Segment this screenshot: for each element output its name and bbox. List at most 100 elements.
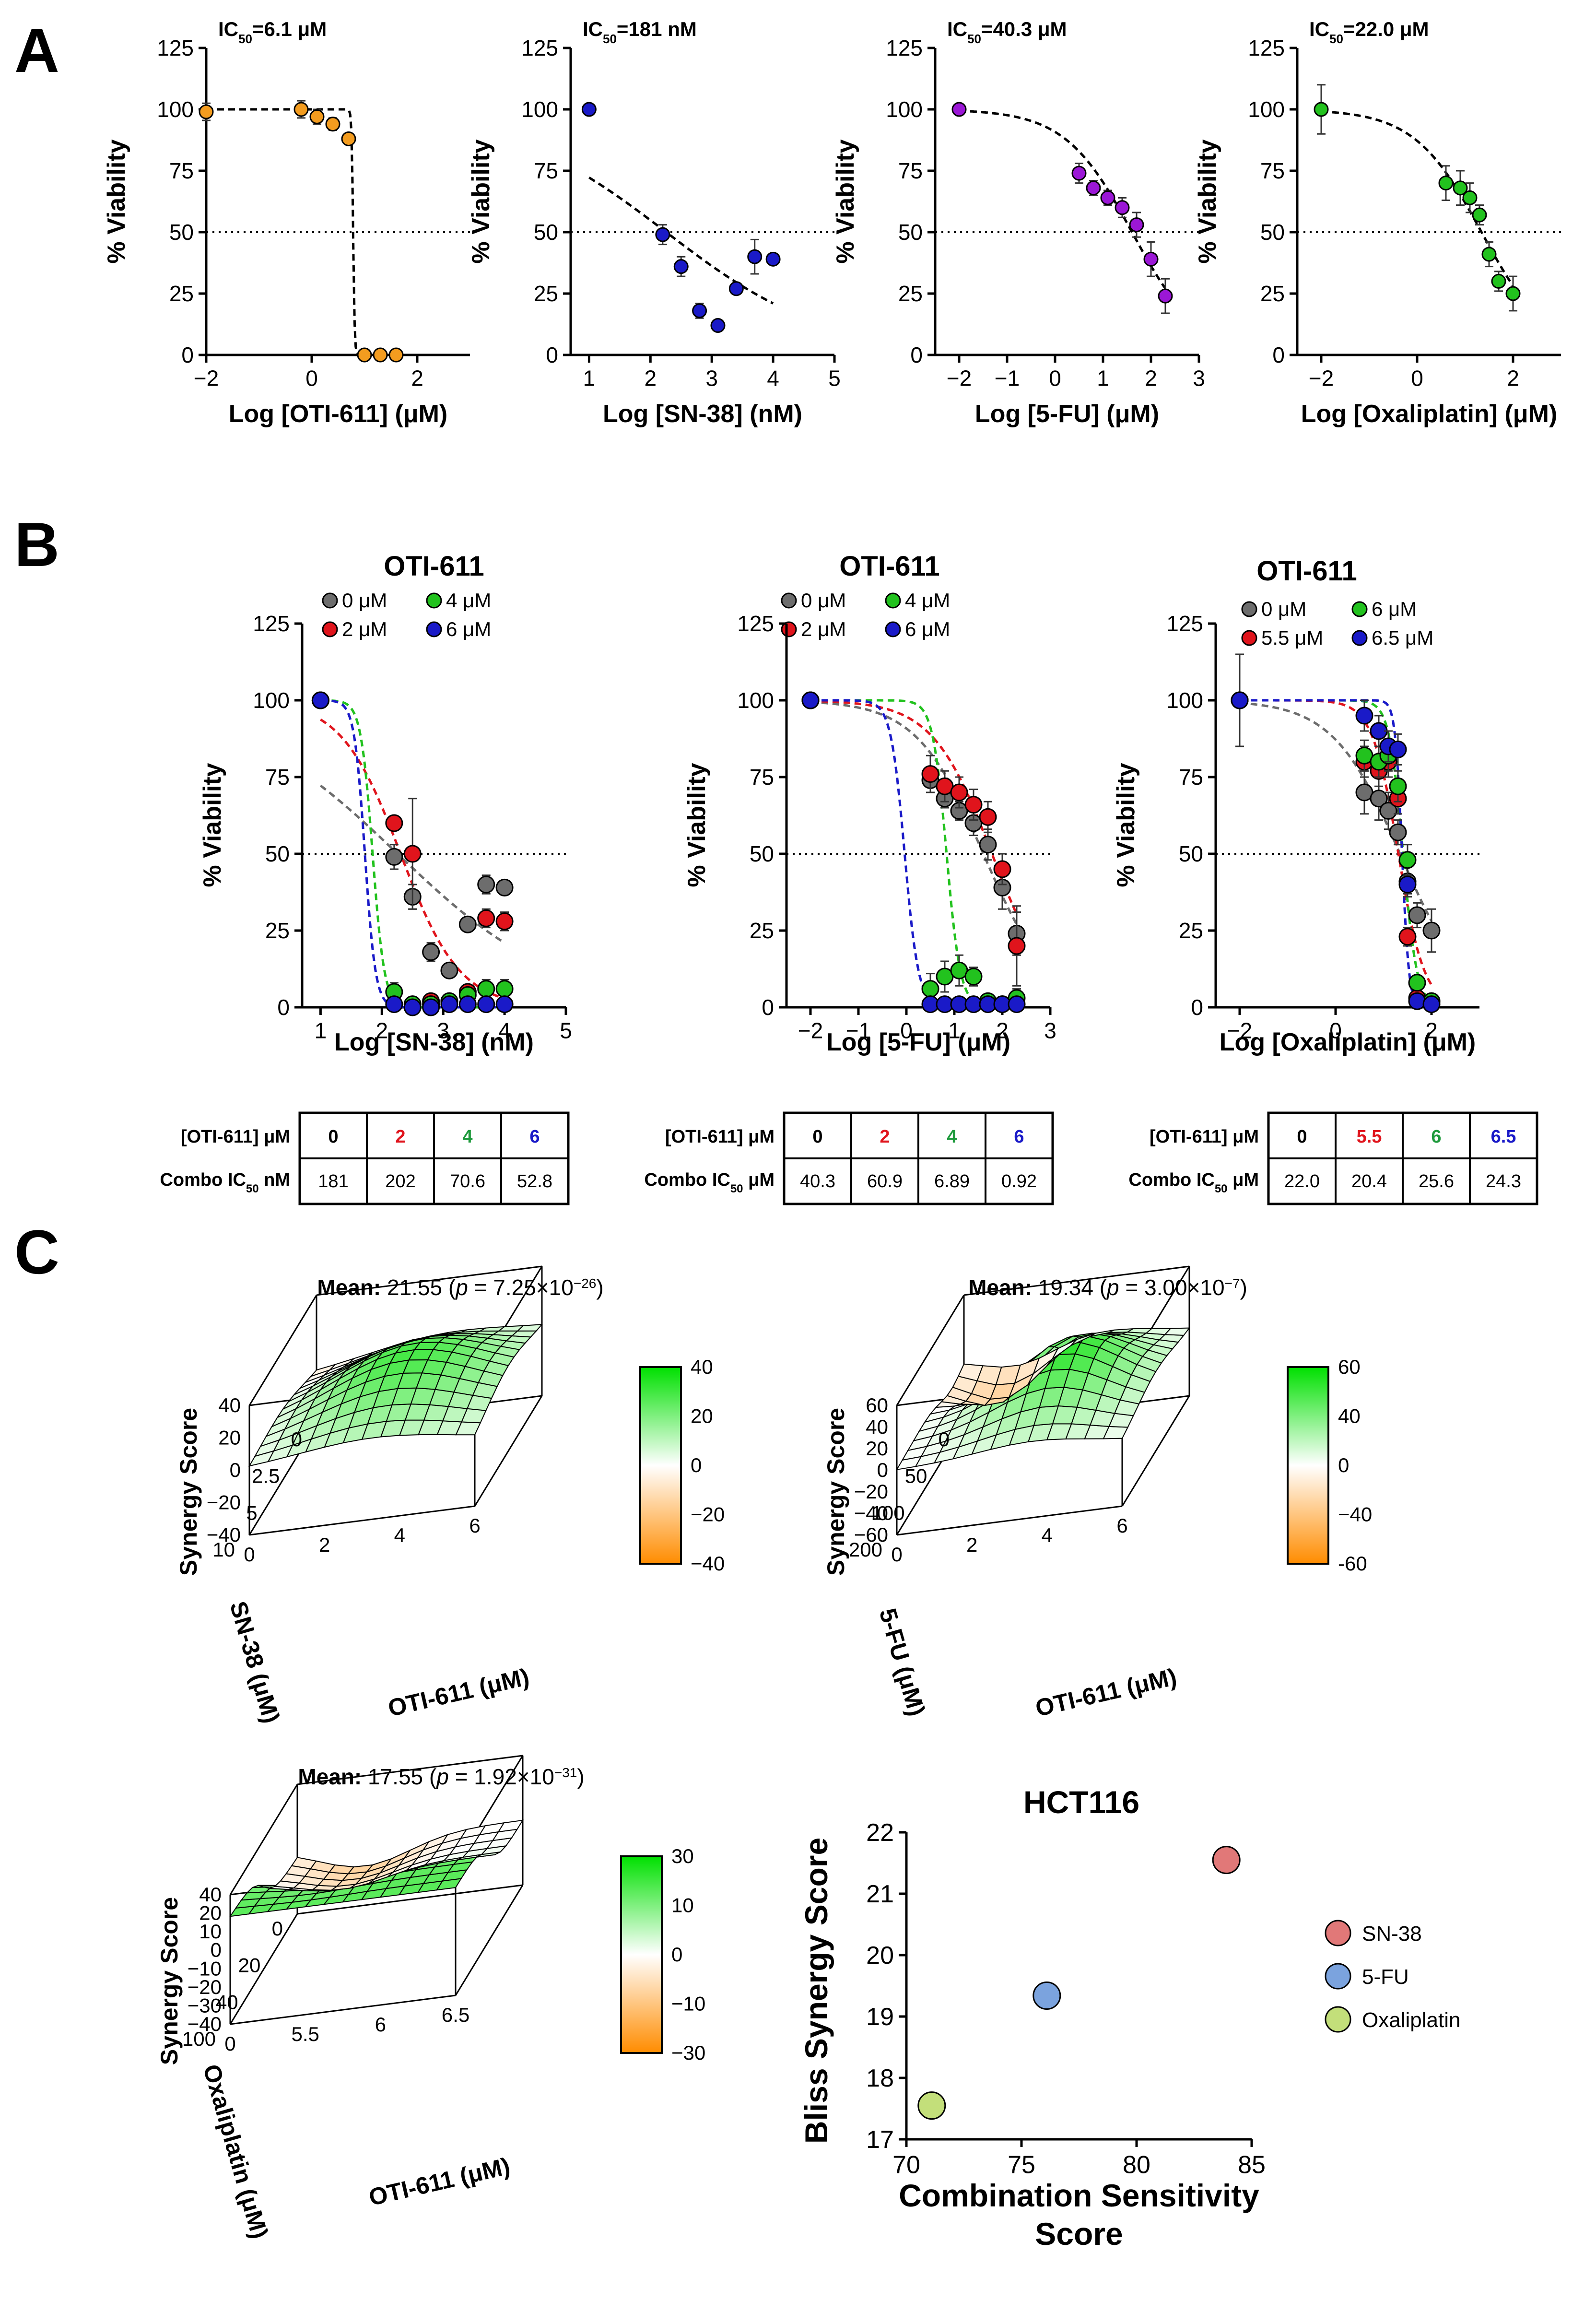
table-b-1: [OTI-611] μM Combo IC50 nM 0 2 4 6 181 2… bbox=[160, 1111, 570, 1205]
colorbar-tick-label: 30 bbox=[671, 1845, 694, 1867]
legend: 0 μM 4 μM 2 μM 6 μM bbox=[322, 589, 491, 640]
data-point bbox=[1008, 937, 1026, 955]
legend-label-3: 6 μM bbox=[446, 618, 491, 640]
data-point bbox=[1008, 995, 1026, 1014]
table-conc: 6 bbox=[1431, 1127, 1441, 1147]
data-point bbox=[1389, 823, 1407, 841]
x-tick-label: 0 bbox=[1411, 366, 1423, 390]
data-point bbox=[385, 995, 403, 1014]
table-row1-label: [OTI-611] μM bbox=[181, 1127, 290, 1147]
plot-title: OTI-611 bbox=[1256, 555, 1357, 587]
y-tick-label: 25 bbox=[1260, 281, 1285, 306]
legend-marker-2 bbox=[1351, 601, 1368, 617]
x-tick-label: 2 bbox=[319, 1533, 330, 1556]
data-point bbox=[655, 227, 670, 242]
z-tick-label: 40 bbox=[218, 1394, 241, 1416]
x-tick-label: −2 bbox=[947, 366, 972, 390]
y-tick-label: 20 bbox=[238, 1954, 261, 1977]
table-conc: 5.5 bbox=[1357, 1127, 1382, 1147]
x-tick-label: 5 bbox=[828, 366, 841, 390]
y-tick-label: 25 bbox=[750, 918, 774, 943]
axes: 0 25 50 75 100 125 −2 0 2 bbox=[1166, 611, 1479, 1043]
data-point bbox=[385, 848, 403, 866]
ic50-label: IC50=40.3 μM bbox=[947, 18, 1067, 46]
data-point bbox=[1129, 217, 1144, 233]
z-axis-label: Synergy Score bbox=[156, 1897, 183, 2065]
data-point bbox=[477, 995, 495, 1014]
y-tick-label: 50 bbox=[1260, 220, 1285, 245]
table-b-3: [OTI-611] μM Combo IC50 μM 0 5.5 6 6.5 2… bbox=[1128, 1111, 1538, 1205]
colorbar-tick-label: 60 bbox=[1338, 1356, 1361, 1378]
surface-cell bbox=[309, 1364, 336, 1378]
plot-title: HCT116 bbox=[1023, 1784, 1139, 1820]
legend-label-oxaliplatin: Oxaliplatin bbox=[1362, 2008, 1460, 2032]
panel-label-b: B bbox=[14, 509, 59, 579]
data-point bbox=[979, 808, 997, 826]
box-edge bbox=[249, 1505, 475, 1536]
table-b-2: [OTI-611] μM Combo IC50 μM 0 2 4 6 40.3 … bbox=[644, 1111, 1054, 1205]
data-point bbox=[403, 845, 422, 863]
data-point bbox=[1389, 740, 1407, 758]
colorbar-tick-label: −40 bbox=[691, 1552, 725, 1575]
y-tick-label: 100 bbox=[521, 97, 558, 122]
data-point bbox=[950, 783, 968, 802]
y-axis-label: Bliss Synergy Score bbox=[798, 1838, 834, 2144]
data-point bbox=[1379, 802, 1397, 820]
table-ic50: 24.3 bbox=[1486, 1171, 1521, 1191]
data-point bbox=[341, 131, 356, 146]
table-ic50: 60.9 bbox=[867, 1171, 903, 1191]
data-point bbox=[477, 909, 495, 927]
x-tick-label: 85 bbox=[1238, 2151, 1266, 2179]
z-tick-label: −20 bbox=[188, 1976, 222, 1998]
data-point bbox=[1370, 790, 1388, 808]
axes: 17 18 19 20 21 22 70 75 80 85 bbox=[866, 1819, 1266, 2179]
data-point bbox=[951, 102, 967, 117]
data-point bbox=[373, 347, 388, 363]
x-tick-label: 0 bbox=[244, 1543, 255, 1566]
x-tick-label: 0 bbox=[900, 1018, 913, 1043]
x-tick-label: 80 bbox=[1123, 2151, 1150, 2179]
x-tick-label: 0 bbox=[891, 1543, 902, 1566]
data-point bbox=[357, 347, 372, 363]
y-tick-label: 0 bbox=[181, 342, 194, 367]
table-ic50: 0.92 bbox=[1001, 1171, 1037, 1191]
colorbar-tick-label: −20 bbox=[691, 1503, 725, 1526]
y-tick-label: 0 bbox=[546, 342, 558, 367]
box-edge bbox=[230, 1994, 456, 2025]
x-tick-label: 3 bbox=[705, 366, 718, 390]
legend-marker-3 bbox=[426, 621, 442, 637]
axes: 0 25 50 75 100 125 −2 −1 0 1 2 3 bbox=[886, 35, 1205, 390]
y-tick-label: 10 bbox=[212, 1538, 235, 1561]
data-point bbox=[325, 117, 340, 132]
fit-curve bbox=[959, 109, 1167, 289]
table-row2-label: Combo IC50 μM bbox=[644, 1170, 775, 1195]
data-point bbox=[199, 104, 214, 119]
data-point bbox=[293, 102, 309, 117]
x-tick-label: 3 bbox=[1044, 1018, 1056, 1043]
y-tick-label: 2.5 bbox=[252, 1465, 280, 1487]
y-tick-label: 25 bbox=[265, 918, 290, 943]
y-tick-label: 25 bbox=[169, 281, 194, 306]
y-tick-label: 75 bbox=[1260, 158, 1285, 183]
colorbar-tick-label: −40 bbox=[1338, 1503, 1372, 1526]
data-point bbox=[917, 2091, 946, 2120]
table-ic50: 202 bbox=[385, 1171, 415, 1191]
data-point bbox=[422, 998, 440, 1016]
table-ic50: 25.6 bbox=[1419, 1171, 1454, 1191]
mean-label: Mean: 17.55 (p = 1.92×10−31) bbox=[298, 1764, 584, 1789]
x-tick-label: 6 bbox=[375, 2013, 386, 2036]
panel-label-a: A bbox=[14, 15, 59, 85]
x-tick-label: 3 bbox=[437, 1018, 449, 1043]
data-point bbox=[1422, 995, 1441, 1014]
data-point bbox=[495, 912, 514, 931]
data-point bbox=[801, 691, 820, 709]
y-axis-label: % Viability bbox=[1194, 139, 1221, 263]
data-point bbox=[422, 943, 440, 961]
colorbar bbox=[1287, 1366, 1329, 1565]
table-row2-label: Combo IC50 nM bbox=[160, 1170, 290, 1195]
z-tick-label: −40 bbox=[188, 2013, 222, 2035]
y-tick-label: 20 bbox=[866, 1942, 894, 1970]
box-edge bbox=[229, 1913, 298, 2025]
legend: SN-38 5-FU Oxaliplatin bbox=[1325, 1920, 1460, 2033]
y-tick-label: 0 bbox=[277, 995, 290, 1020]
